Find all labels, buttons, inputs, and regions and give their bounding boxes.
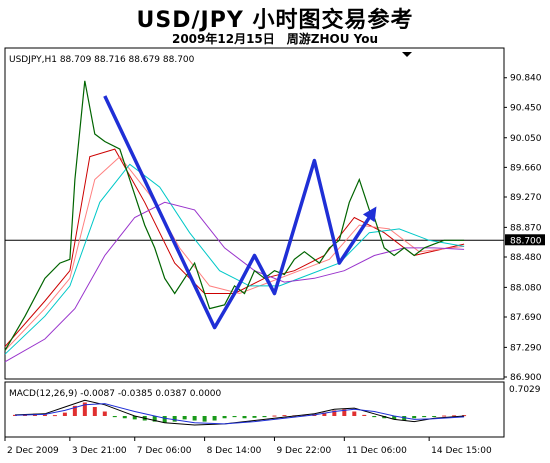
macd-line <box>14 399 465 426</box>
macd-histogram-bar <box>152 416 157 422</box>
moving-average-line <box>4 163 465 355</box>
trend-arrow-icon <box>362 206 377 223</box>
y-tick-label: 88.080 <box>510 283 542 293</box>
current-price-box <box>505 234 545 246</box>
macd-histogram-bar <box>252 416 257 418</box>
x-tick-label: 7 Dec 06:00 <box>137 446 192 456</box>
macd-histogram-bar <box>112 416 117 418</box>
macd-histogram-bar <box>242 416 247 419</box>
y-tick-label: 89.660 <box>510 163 542 173</box>
macd-histogram-bar <box>192 416 197 421</box>
macd-histogram-bar <box>182 416 187 420</box>
price-line <box>4 80 465 351</box>
x-tick-label: 3 Dec 21:00 <box>72 446 127 456</box>
macd-histogram-bar <box>212 416 217 421</box>
y-tick-label: 87.290 <box>510 343 542 353</box>
macd-histogram-bar <box>72 405 77 416</box>
macd-histogram-bar <box>282 415 287 417</box>
macd-histogram-bar <box>462 415 467 417</box>
macd-histogram-bar <box>452 415 457 417</box>
macd-histogram-bar <box>232 416 237 418</box>
trend-annotation-line <box>103 95 376 330</box>
y-tick-label: 87.690 <box>510 313 542 323</box>
x-tick-label: 8 Dec 14:00 <box>207 446 262 456</box>
macd-histogram-bar <box>422 416 427 418</box>
macd-histogram-bar <box>102 411 107 416</box>
macd-histogram-bar <box>322 412 327 416</box>
macd-histogram-bar <box>302 414 307 416</box>
y-tick-label: 90.050 <box>510 134 542 144</box>
macd-histogram-bar <box>62 412 67 416</box>
macd-histogram-bar <box>172 416 177 422</box>
current-price-label: 88.700 <box>510 236 542 246</box>
macd-histogram-bar <box>52 415 57 417</box>
x-tick-label: 9 Dec 22:00 <box>276 446 331 456</box>
macd-histogram-bar <box>372 416 377 418</box>
macd-histogram-bar <box>92 407 97 416</box>
price-header: USDJPY,H1 88.709 88.716 88.679 88.700 <box>9 55 195 65</box>
price-panel <box>4 47 505 380</box>
macd-header: MACD(12,26,9) -0.0087 -0.0385 0.0387 0.0… <box>9 389 222 399</box>
macd-max-label: 0.7029 <box>509 385 541 395</box>
y-tick-label: 88.480 <box>510 253 542 263</box>
macd-histogram-bar <box>332 410 337 416</box>
y-tick-label: 89.270 <box>510 193 542 203</box>
macd-histogram-bar <box>122 416 127 419</box>
macd-histogram-bar <box>362 414 367 416</box>
macd-histogram-bar <box>202 416 207 422</box>
y-tick-label: 86.900 <box>510 373 542 383</box>
macd-histogram-bar <box>412 416 417 419</box>
chart-subtitle: 2009年12月15日 周游ZHOU You <box>171 32 379 46</box>
y-tick-label: 88.870 <box>510 223 542 233</box>
macd-histogram-bar <box>262 416 267 418</box>
macd-histogram-bar <box>402 416 407 421</box>
macd-histogram-bar <box>82 402 87 416</box>
y-tick-label: 90.450 <box>510 103 542 113</box>
y-tick-label: 90.840 <box>510 74 542 84</box>
macd-histogram-bar <box>392 416 397 420</box>
macd-histogram-bar <box>272 415 277 417</box>
macd-histogram-bar <box>12 414 17 416</box>
macd-signal-line <box>14 403 465 425</box>
macd-histogram-bar <box>352 411 357 416</box>
x-tick-label: 2 Dec 2009 <box>7 446 59 456</box>
x-tick-label: 14 Dec 15:00 <box>431 446 492 456</box>
shift-marker-icon <box>402 52 412 57</box>
macd-histogram-bar <box>442 415 447 417</box>
macd-histogram-bar <box>382 416 387 419</box>
macd-histogram-bar <box>222 416 227 419</box>
moving-average-line <box>4 155 465 351</box>
macd-histogram-bar <box>162 416 167 423</box>
macd-histogram-bar <box>432 416 437 417</box>
moving-average-line <box>4 148 465 347</box>
macd-histogram-bar <box>342 409 347 416</box>
macd-histogram-bar <box>42 414 47 416</box>
chart-title: USD/JPY 小时图交易参考 <box>136 8 414 33</box>
macd-panel <box>4 381 505 438</box>
macd-histogram-bar <box>132 416 137 420</box>
x-tick-label: 11 Dec 06:00 <box>346 446 407 456</box>
